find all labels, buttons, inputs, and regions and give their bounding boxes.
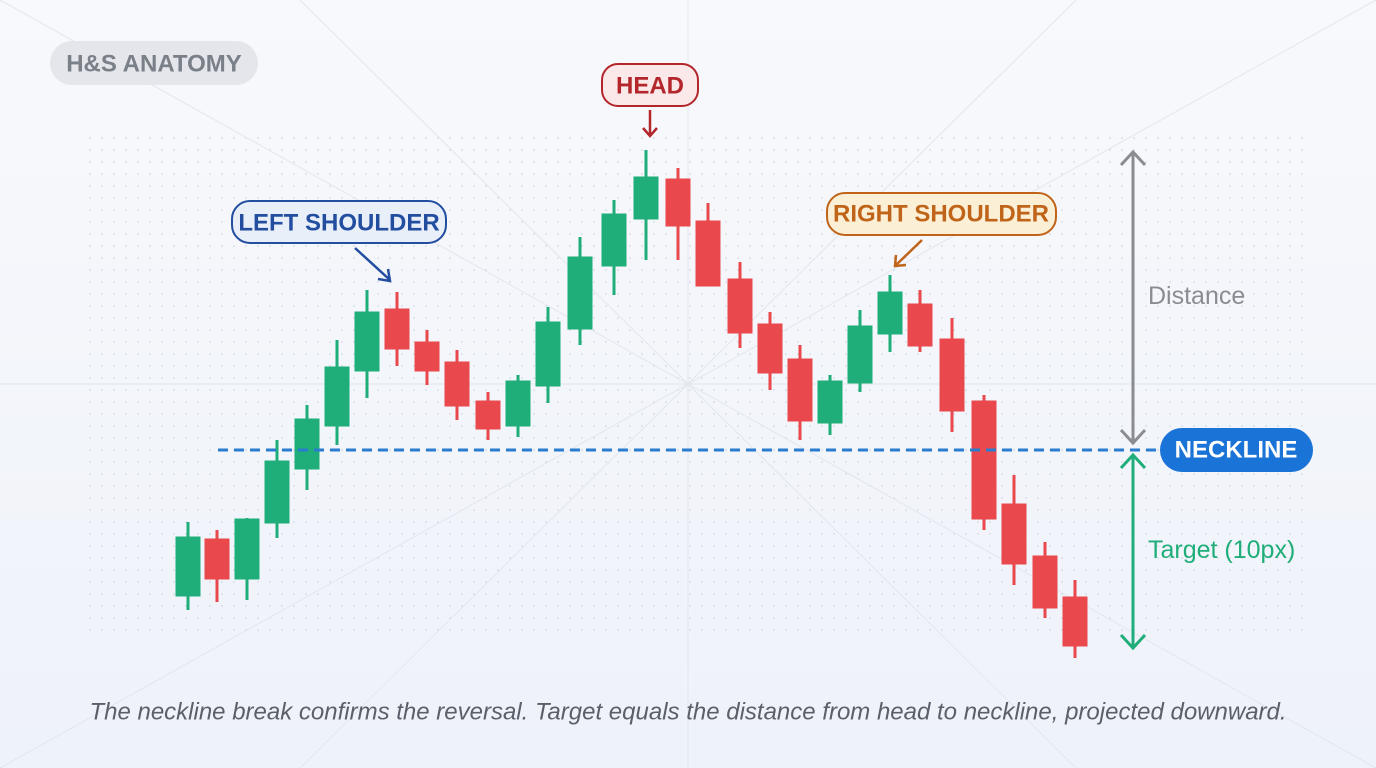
candle	[877, 275, 903, 352]
distance-label: Distance	[1148, 282, 1245, 310]
head-pill	[601, 63, 699, 107]
right-shoulder-pill	[826, 192, 1057, 236]
head-arrow	[642, 110, 658, 138]
left-shoulder-arrow	[354, 247, 392, 283]
candle	[444, 350, 470, 420]
neckline-pill	[1160, 428, 1313, 472]
candle	[505, 375, 531, 437]
candle	[757, 312, 783, 390]
candle	[1062, 580, 1088, 658]
candle	[354, 290, 380, 398]
candle	[633, 150, 659, 260]
candles	[175, 150, 1088, 658]
candle	[847, 310, 873, 392]
candle	[695, 203, 721, 287]
candle	[567, 237, 593, 345]
candle	[787, 345, 813, 440]
badge: H&S ANATOMY	[66, 51, 242, 78]
candle	[939, 318, 965, 432]
target-label: Target (10px)	[1148, 536, 1295, 564]
target-arrow	[1119, 452, 1147, 651]
neckline-label: NECKLINE	[1175, 437, 1298, 464]
right-shoulder-arrow	[893, 239, 923, 268]
badge-bg	[50, 41, 258, 85]
candle	[324, 340, 350, 445]
candle	[475, 392, 501, 440]
candle	[727, 262, 753, 348]
candle	[1032, 542, 1058, 618]
candle	[665, 168, 691, 260]
left-shoulder-pill	[231, 200, 447, 244]
candle	[384, 292, 410, 366]
candle	[971, 395, 997, 530]
right-shoulder-label: RIGHT SHOULDER	[833, 201, 1049, 228]
candle	[204, 530, 230, 602]
candle	[264, 440, 290, 538]
candle	[294, 405, 320, 490]
candle	[907, 290, 933, 352]
candle	[234, 518, 260, 600]
candle	[817, 375, 843, 435]
left-shoulder-label: LEFT SHOULDER	[238, 210, 439, 237]
candle	[414, 330, 440, 385]
caption: The neckline break confirms the reversal…	[89, 699, 1286, 726]
candle	[601, 200, 627, 295]
candle	[175, 522, 201, 610]
candle	[1001, 475, 1027, 585]
head-label: HEAD	[616, 73, 684, 100]
candle	[535, 307, 561, 403]
distance-arrow	[1119, 149, 1147, 446]
